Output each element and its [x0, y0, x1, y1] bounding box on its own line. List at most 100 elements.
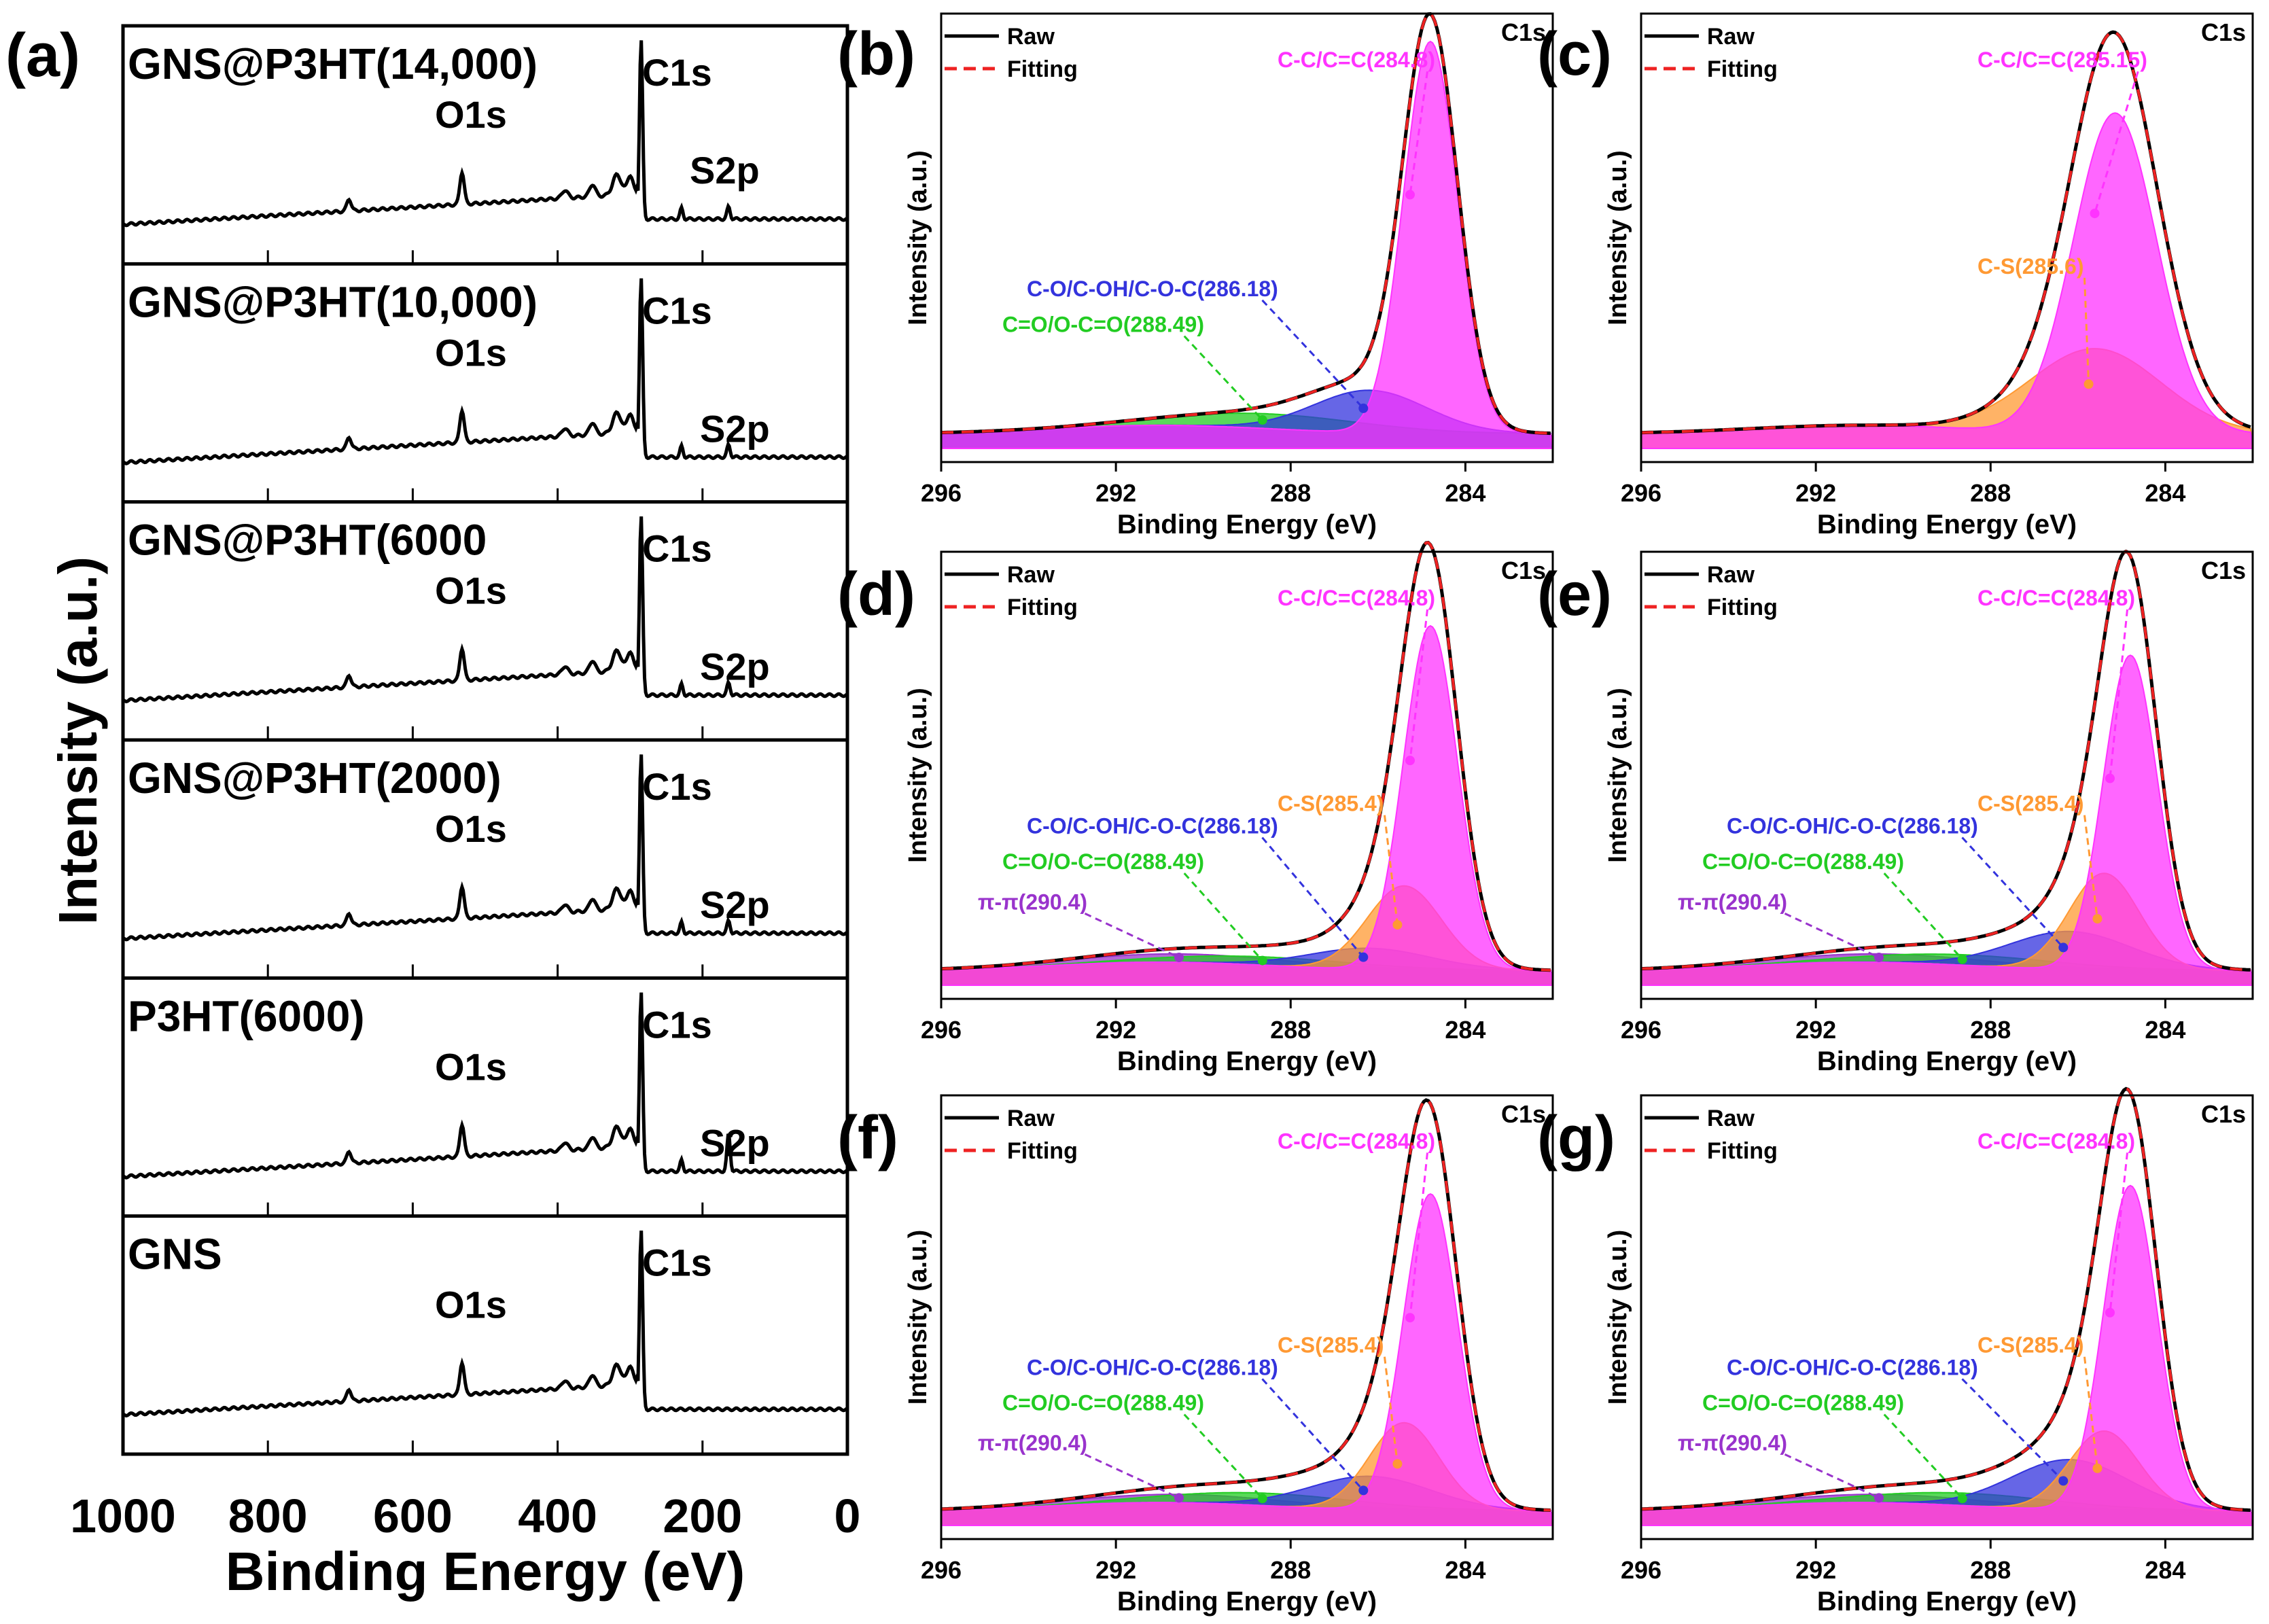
sample-name: GNS@P3HT(6000: [128, 516, 487, 565]
annotation-arrow: [1409, 1152, 1428, 1318]
annotation-arrow: [2094, 71, 2139, 214]
annotation-arrow: [1961, 1378, 2064, 1482]
annotation-arrowhead: [1358, 1485, 1369, 1496]
annotation-arrowhead: [1874, 953, 1884, 963]
s2p-label: S2p: [700, 883, 770, 926]
component-label: C=O/O-C=O(288.49): [1002, 313, 1204, 337]
s2p-label: S2p: [700, 407, 770, 450]
o1s-label: O1s: [435, 569, 507, 612]
fit-component-area: [1640, 112, 2254, 449]
panel-g: (g) 296 292 288 284 Binding Energy (eV) Intens…: [1537, 1087, 2254, 1617]
plot-frame: [1640, 550, 2254, 1000]
annotation-arrowhead: [1405, 190, 1415, 200]
component-label: C-C/C=C(285.15): [1977, 48, 2147, 72]
panel-b: (b) 296 292 288 284 Binding Energy (eV) Intens…: [837, 12, 1554, 540]
survey-spectrum-line: [122, 40, 848, 228]
annotation-arrow: [1183, 335, 1263, 421]
annotation-arrow: [1784, 1453, 1880, 1499]
fit-component-area: [1640, 1184, 2254, 1526]
component-label: C-S(285.6): [1977, 254, 2084, 279]
x-axis-label: Binding Energy (eV): [1117, 510, 1377, 540]
plot-frame: [940, 550, 1554, 1000]
x-tick-label: 292: [1795, 479, 1836, 507]
panel-label-e: (e): [1537, 561, 1612, 629]
legend-fitting-label: Fitting: [1707, 56, 1778, 82]
panel-e: (e) 296 292 288 284 Binding Energy (eV) Intens…: [1537, 549, 2254, 1076]
component-label: C=O/O-C=O(288.49): [1702, 849, 1904, 874]
fitting-envelope-line: [940, 1098, 1551, 1512]
component-label: C-O/C-OH/C-O-C(286.18): [1027, 1355, 1278, 1379]
panel-a: (a) GNS@P3HT(14,000) C1s O1s S2p GNS@P3HT(10,…: [5, 22, 860, 1602]
x-tick-label: 288: [1270, 479, 1311, 507]
c1s-label: C1s: [642, 527, 712, 570]
annotation-arrowhead: [1257, 955, 1267, 966]
component-label: C-C/C=C(284.8): [1977, 586, 2135, 610]
component-label: C-C/C=C(284.8): [1977, 1129, 2135, 1153]
x-tick-label: 296: [1621, 479, 1661, 507]
survey-spectrum-line: [122, 992, 848, 1180]
annotation-arrow: [2083, 815, 2098, 919]
c1s-label: C1s: [642, 765, 712, 808]
annotation-arrowhead: [2105, 773, 2115, 783]
annotation-arrowhead: [1957, 954, 1967, 964]
c1s-corner-label: C1s: [1501, 18, 1546, 46]
component-label: C-C/C=C(284.8): [1278, 1129, 1435, 1153]
x-axis-label: Binding Energy (eV): [1817, 510, 2077, 540]
annotation-arrowhead: [1257, 1494, 1267, 1504]
component-label: π-π(290.4): [978, 1430, 1087, 1455]
component-label: C-O/C-OH/C-O-C(286.18): [1727, 1355, 1978, 1379]
annotation-arrowhead: [1405, 756, 1415, 766]
legend-raw-label: Raw: [1707, 1106, 1755, 1131]
x-tick-label: 296: [921, 1556, 962, 1584]
x-tick-label: 1000: [70, 1489, 176, 1542]
x-tick-label: 284: [2145, 1016, 2185, 1044]
x-tick-label: 292: [1095, 1556, 1136, 1584]
x-tick-label: 200: [663, 1489, 742, 1542]
o1s-label: O1s: [435, 331, 507, 374]
component-label: C=O/O-C=O(288.49): [1002, 849, 1204, 874]
annotation-arrow: [1183, 1413, 1263, 1500]
component-label: C-O/C-OH/C-O-C(286.18): [1027, 814, 1278, 839]
y-axis-label: Intensity (a.u.): [48, 557, 108, 925]
fit-component-area: [940, 40, 1554, 449]
x-tick-label: 600: [373, 1489, 453, 1542]
legend-raw-label: Raw: [1007, 1106, 1055, 1131]
y-axis-label: Intensity (a.u.): [1604, 688, 1632, 863]
o1s-label: O1s: [435, 1284, 507, 1326]
annotation-arrow: [1084, 1453, 1180, 1499]
y-axis-label: Intensity (a.u.): [1604, 1230, 1632, 1405]
fitting-envelope-line: [940, 12, 1551, 435]
component-label: π-π(290.4): [1678, 889, 1787, 914]
c1s-corner-label: C1s: [1501, 1100, 1546, 1128]
annotation-arrowhead: [2090, 209, 2100, 219]
x-tick-label: 284: [2145, 1556, 2185, 1584]
y-axis-label: Intensity (a.u.): [904, 1230, 932, 1405]
annotation-arrowhead: [2092, 914, 2103, 924]
panel-label-d: (d): [837, 561, 915, 629]
x-axis-label: Binding Energy (eV): [1817, 1587, 2077, 1617]
panel-c: (c) 296 292 288 284 Binding Energy (eV) Intens…: [1537, 12, 2254, 540]
c1s-label: C1s: [642, 289, 712, 332]
legend-raw-label: Raw: [1707, 562, 1755, 588]
component-label: C-S(285.4): [1278, 1333, 1384, 1358]
annotation-arrowhead: [1174, 1493, 1184, 1503]
x-tick-label: 296: [1621, 1556, 1661, 1584]
x-tick-label: 400: [518, 1489, 597, 1542]
x-tick-label: 292: [1795, 1016, 1836, 1044]
sample-name: GNS@P3HT(14,000): [128, 39, 538, 88]
x-tick-label: 288: [1970, 479, 2011, 507]
legend-fitting-label: Fitting: [1007, 56, 1078, 82]
panel-label-a: (a): [5, 22, 80, 90]
annotation-arrow: [1384, 1356, 1399, 1464]
fit-component-area: [1640, 654, 2254, 986]
x-tick-label: 292: [1795, 1556, 1836, 1584]
component-label: C-S(285.4): [1278, 792, 1384, 816]
y-axis-label: Intensity (a.u.): [1604, 150, 1632, 325]
x-axis-label: Binding Energy (eV): [226, 1541, 745, 1602]
plot-frame: [1640, 1094, 2254, 1540]
annotation-arrow: [2083, 1356, 2098, 1469]
c1s-label: C1s: [642, 51, 712, 94]
annotation-arrowhead: [2058, 1476, 2069, 1486]
x-tick-label: 292: [1095, 479, 1136, 507]
x-tick-label: 284: [1445, 479, 1485, 507]
